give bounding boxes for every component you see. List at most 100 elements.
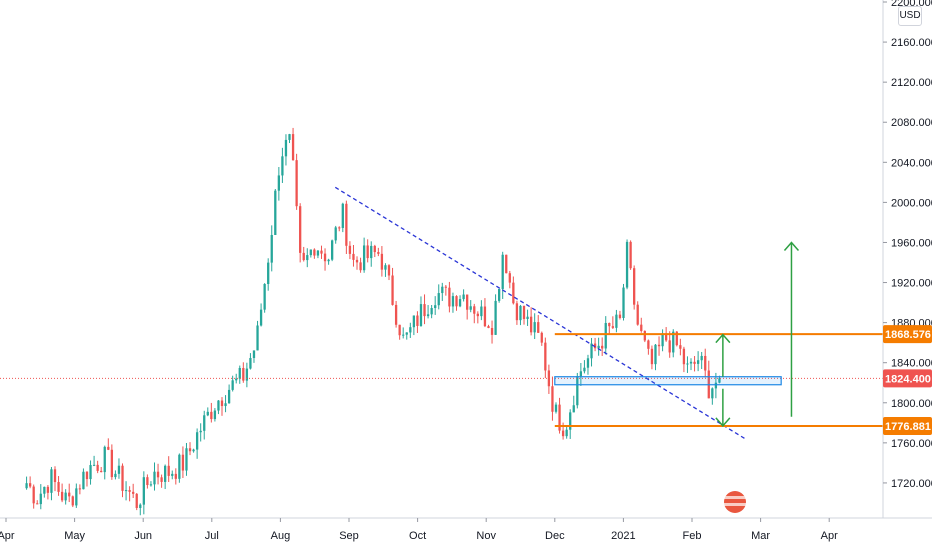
candle-down — [611, 326, 614, 328]
y-tick-label: 2040.000 — [891, 157, 932, 169]
candle-down — [380, 253, 384, 270]
candle-up — [245, 368, 249, 381]
x-tick-label: Apr — [0, 530, 15, 542]
candle-down — [647, 340, 650, 349]
candle-down — [391, 275, 394, 305]
candlestick-series — [25, 127, 721, 516]
candle-down — [423, 304, 426, 317]
candle-up — [437, 293, 440, 306]
candle-down — [650, 348, 654, 365]
candle-down — [32, 486, 35, 504]
candle-up — [590, 343, 593, 359]
candle-up — [341, 203, 344, 228]
candle-down — [146, 477, 149, 486]
y-tick-label: 2200.000 — [891, 0, 932, 9]
x-tick-label: Jun — [134, 530, 152, 542]
candle-down — [636, 304, 639, 325]
candle-down — [668, 340, 671, 353]
candle-up — [586, 358, 590, 368]
candle-down — [220, 400, 224, 407]
candle-up — [526, 316, 529, 320]
candle-up — [25, 483, 28, 489]
candle-up — [235, 378, 238, 381]
candle-up — [661, 333, 664, 347]
currency-button[interactable]: USD — [898, 6, 922, 26]
candle-down — [366, 245, 369, 259]
candle-down — [416, 315, 419, 326]
candle-up — [124, 490, 128, 492]
candle-up — [409, 327, 412, 333]
candle-down — [359, 262, 362, 271]
candle-up — [288, 134, 291, 140]
candle-up — [43, 486, 46, 494]
candle-up — [142, 477, 145, 505]
candle-down — [373, 245, 376, 253]
candle-down — [679, 345, 682, 349]
candle-down — [313, 249, 316, 256]
candle-up — [199, 430, 202, 433]
candle-down — [323, 253, 327, 262]
candle-down — [345, 203, 348, 246]
candle-up — [259, 309, 263, 326]
candle-up — [284, 139, 288, 157]
candle-down — [28, 483, 32, 487]
y-tick-label: 1920.000 — [891, 278, 932, 290]
candle-up — [501, 254, 504, 289]
candle-down — [181, 454, 185, 471]
candle-down — [210, 411, 213, 420]
candle-up — [579, 371, 583, 377]
last-price-badge-bg — [883, 369, 932, 388]
candle-up — [309, 249, 312, 256]
candle-down — [135, 493, 138, 509]
candle-up — [405, 332, 408, 335]
y-tick-label: 1960.000 — [891, 237, 932, 249]
price-badges: 1868.576 1776.881 1824.400 — [883, 325, 932, 435]
candle-up — [497, 288, 501, 301]
candle-up — [412, 315, 416, 328]
level-badge: 1868.576 — [885, 329, 931, 341]
candle-down — [529, 316, 533, 333]
candle-up — [533, 322, 536, 333]
candle-down — [640, 324, 643, 331]
candle-down — [455, 296, 458, 307]
candle-up — [64, 492, 67, 501]
candle-up — [494, 300, 497, 335]
candle-down — [608, 322, 611, 327]
candle-up — [281, 156, 284, 176]
candle-down — [643, 330, 646, 341]
candle-up — [689, 361, 693, 364]
candle-up — [203, 415, 206, 431]
candle-up — [50, 469, 53, 493]
y-tick-label: 1720.000 — [891, 478, 932, 490]
candle-up — [615, 314, 618, 328]
candle-down — [505, 254, 508, 274]
candle-down — [682, 348, 686, 365]
candle-up — [171, 473, 174, 476]
candle-down — [515, 303, 519, 321]
candle-up — [103, 446, 106, 473]
candle-up — [39, 493, 42, 505]
candle-down — [657, 344, 661, 347]
candle-down — [107, 446, 110, 450]
candle-down — [522, 305, 526, 320]
candle-down — [302, 252, 305, 261]
level-badge-bg — [883, 325, 932, 344]
candle-up — [82, 471, 85, 490]
candle-up — [224, 403, 227, 407]
x-tick-label: 2021 — [611, 530, 635, 542]
candle-down — [448, 287, 451, 307]
trendline — [334, 186, 748, 441]
candle-down — [188, 448, 192, 452]
candle-down — [36, 503, 39, 505]
x-tick-label: May — [64, 530, 85, 542]
candle-up — [434, 305, 437, 309]
candle-down — [537, 322, 540, 333]
x-tick-label: Apr — [821, 530, 838, 542]
candle-up — [604, 322, 607, 349]
x-tick-label: Aug — [271, 530, 291, 542]
candle-up — [213, 410, 217, 420]
candle-up — [686, 363, 689, 365]
candle-down — [121, 465, 124, 491]
